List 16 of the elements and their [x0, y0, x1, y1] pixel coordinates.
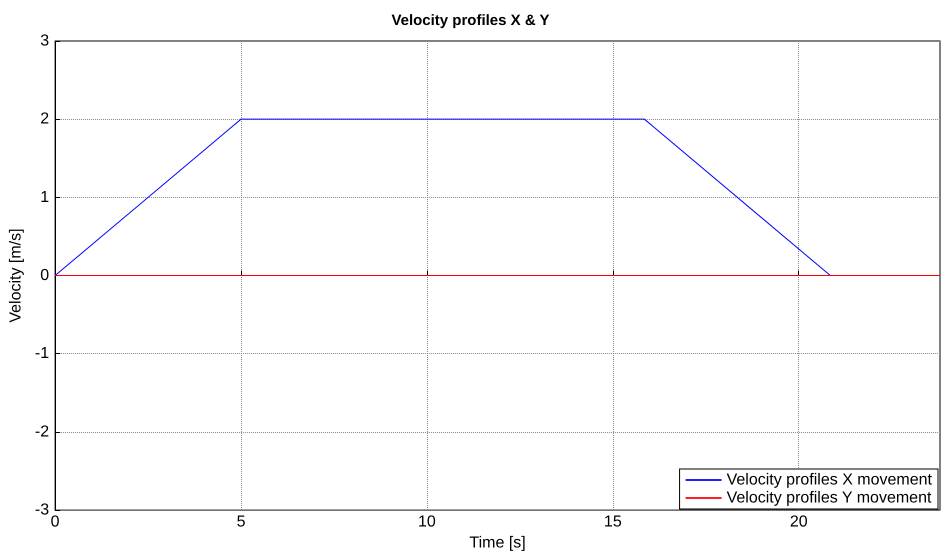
x-tick-label: 20	[790, 514, 808, 531]
y-tick-label: -2	[34, 423, 50, 440]
y-tick-label: -1	[34, 345, 50, 362]
x-tick-label: 15	[604, 514, 622, 531]
y-tick-label: 1	[40, 188, 50, 206]
y-tick-label: 0	[40, 267, 50, 284]
x-axis-title: Time [s]	[469, 534, 526, 552]
y-tick-label: 3	[40, 32, 50, 50]
y-tick-label: 2	[40, 110, 50, 128]
y-axis-title: Velocity [m/s]	[8, 228, 24, 323]
x-tick-label: 5	[236, 514, 246, 531]
legend-label: Velocity profiles X movement	[726, 472, 933, 488]
y-tick-label: -3	[34, 502, 50, 519]
chart-title: Velocity profiles X & Y	[391, 12, 550, 29]
legend-label: Velocity profiles Y movement	[726, 490, 932, 506]
x-tick-label: 10	[418, 514, 436, 531]
